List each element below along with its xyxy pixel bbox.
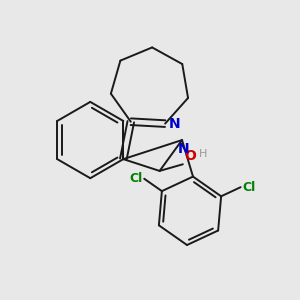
Text: Cl: Cl bbox=[129, 172, 142, 185]
Text: N: N bbox=[169, 117, 181, 130]
Text: O: O bbox=[184, 148, 196, 163]
Text: Cl: Cl bbox=[242, 181, 256, 194]
Text: H: H bbox=[199, 149, 207, 159]
Text: N: N bbox=[178, 142, 190, 156]
